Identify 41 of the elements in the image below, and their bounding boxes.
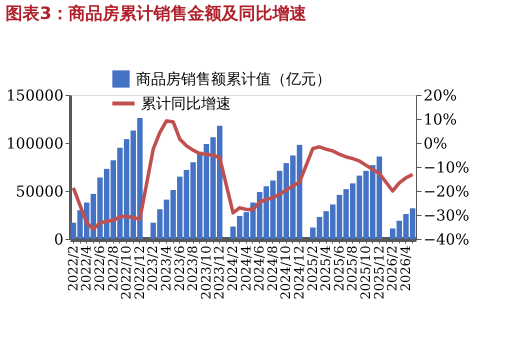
x-tick-label: 2023/10 <box>199 246 214 300</box>
chart-title: 图表3：商品房累计销售金额及同比增速 <box>6 4 307 24</box>
y2-tick-label: 0% <box>424 134 448 152</box>
x-tick-label: 2023/8 <box>186 246 202 292</box>
x-tick-label: 2024/6 <box>252 246 268 292</box>
y-tick-label: 150000 <box>6 86 64 104</box>
x-tick-label: 2025/2 <box>306 246 321 292</box>
x-tick-label: 2024/10 <box>279 246 294 300</box>
x-tick-label: 2024/2 <box>226 246 242 292</box>
x-tick-label: 2022/10 <box>120 246 135 300</box>
y-tick-label: 0 <box>54 230 64 248</box>
line-series <box>72 119 414 231</box>
y2-tick-label: −40% <box>424 230 470 248</box>
y2-tick-label: −30% <box>424 206 470 224</box>
x-tick-label: 2025/6 <box>332 246 348 292</box>
x-tick-label: 2026/2 <box>386 246 401 292</box>
y2-tick-label: 10% <box>424 110 457 128</box>
x-tick-label: 2023/6 <box>172 246 188 292</box>
y2-tick-label: 20% <box>424 86 457 104</box>
x-tick-label: 2025/8 <box>346 246 361 292</box>
y-tick-label: 100000 <box>6 134 64 152</box>
x-tick-label: 2022/4 <box>80 246 95 292</box>
legend-label: 累计同比增速 <box>141 94 231 112</box>
y-tick-label: 50000 <box>16 182 64 200</box>
y2-tick-label: −10% <box>424 158 470 176</box>
x-tick-label: 2022/2 <box>66 246 82 292</box>
x-tick-label: 2025/10 <box>359 246 374 300</box>
x-tick-label: 2023/12 <box>212 246 228 300</box>
x-tick-label: 2026/4 <box>398 246 414 292</box>
x-tick-label: 2024/4 <box>239 246 254 292</box>
x-tick-label: 2022/12 <box>132 246 148 300</box>
legend-label: 商品房销售额累计值（亿元） <box>136 70 331 88</box>
x-tick-label: 2022/6 <box>92 246 108 292</box>
y2-tick-label: −20% <box>424 182 470 200</box>
x-tick-label: 2025/4 <box>319 246 334 292</box>
x-tick-label: 2022/8 <box>106 246 122 292</box>
x-tick-label: 2023/4 <box>160 246 175 292</box>
x-tick-label: 2024/12 <box>292 246 308 300</box>
x-tick-label: 2023/2 <box>146 246 162 292</box>
x-tick-label: 2025/12 <box>372 246 388 300</box>
x-tick-label: 2024/8 <box>266 246 281 292</box>
